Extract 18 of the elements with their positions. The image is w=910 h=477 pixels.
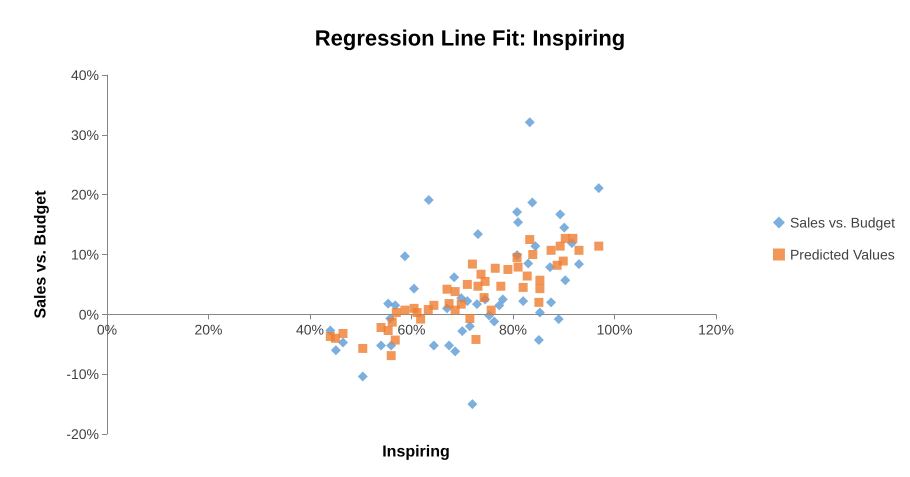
x-tick-label: 40%	[296, 321, 324, 338]
legend-label: Sales vs. Budget	[790, 214, 896, 230]
x-tick-label: 80%	[498, 321, 528, 338]
chart-title: Regression Line Fit: Inspiring	[314, 26, 626, 50]
x-tick-label: 20%	[194, 321, 223, 338]
y-tick-label: -10%	[66, 366, 99, 382]
y-tick-label: 10%	[70, 246, 99, 262]
legend-label: Predicted Values	[790, 246, 895, 262]
x-tick-label: 120%	[698, 321, 734, 338]
y-tick-label: 40%	[70, 67, 99, 83]
y-tick-label: 20%	[70, 186, 99, 203]
y-tick-label: -20%	[66, 426, 99, 442]
x-tick-label: 100%	[596, 321, 632, 338]
x-tick-label: 60%	[397, 321, 426, 338]
y-tick-label: 30%	[70, 126, 99, 143]
x-axis-title: Inspiring	[382, 444, 450, 460]
y-axis-title: Sales vs. Budget	[32, 190, 50, 319]
y-tick-label: 0%	[78, 306, 99, 322]
